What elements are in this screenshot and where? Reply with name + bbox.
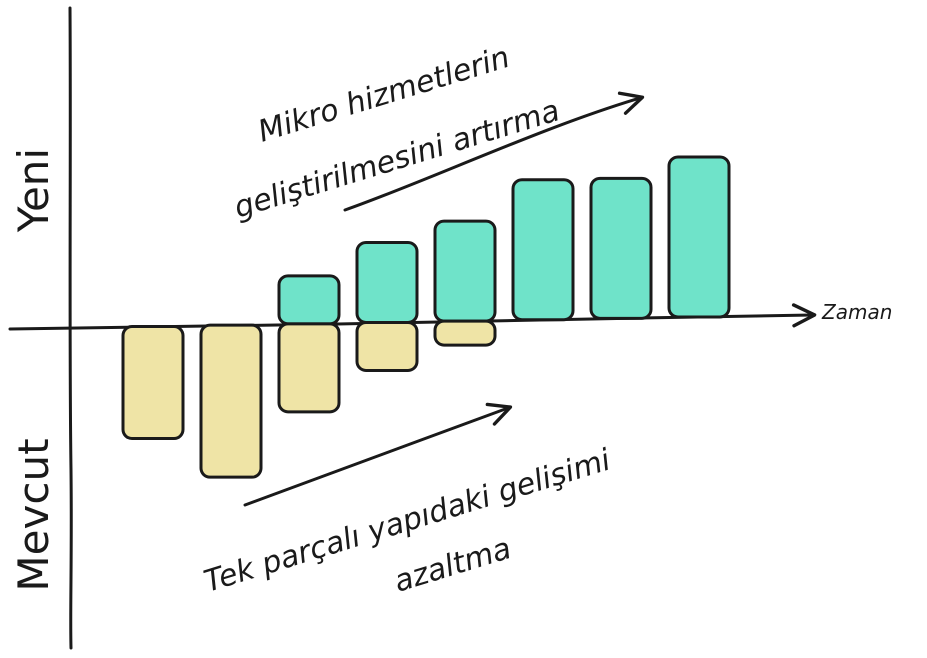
bar-new-5 <box>433 219 497 323</box>
bar-current-1 <box>121 325 185 441</box>
bar-new-6 <box>511 178 575 322</box>
y-axis-label-current: Mevcut <box>9 438 58 591</box>
x-axis-label: Zaman <box>821 300 892 324</box>
bar-current-4 <box>355 320 419 372</box>
annotation-current-line-2: azaltma <box>390 531 515 600</box>
bar-current-3 <box>277 322 341 414</box>
bars-group <box>121 155 731 479</box>
trend-arrow-current <box>243 402 513 507</box>
bar-current-2 <box>199 323 263 479</box>
bar-new-4 <box>355 240 419 324</box>
bar-new-7 <box>589 176 653 320</box>
y-axis-label-new: Yeni <box>9 148 58 233</box>
y-axis-line <box>68 6 73 650</box>
trend-arrow-new <box>343 91 645 212</box>
bar-current-5 <box>433 319 497 347</box>
bar-new-8 <box>667 155 731 319</box>
bar-new-3 <box>277 274 341 326</box>
